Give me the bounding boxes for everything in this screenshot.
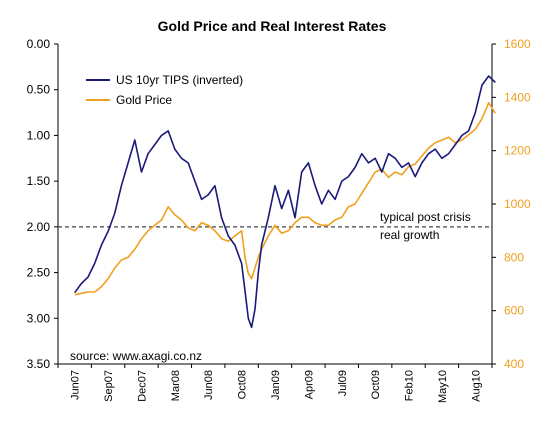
source-annotation: source: www.axagi.co.nz	[70, 349, 202, 363]
legend-label: US 10yr TIPS (inverted)	[116, 73, 243, 87]
x-tick-label: Aug10	[470, 370, 482, 402]
right-tick-label: 400	[504, 357, 524, 371]
right-tick-label: 800	[504, 250, 524, 264]
x-tick-label: Jun08	[203, 370, 215, 400]
x-tick-label: Feb10	[404, 370, 416, 401]
left-tick-label: 0.50	[27, 83, 51, 97]
left-tick-label: 2.00	[27, 220, 51, 234]
legend-label: Gold Price	[116, 93, 172, 107]
gold-series-line	[74, 101, 496, 296]
x-tick-label: May10	[437, 370, 449, 403]
x-tick-label: Sep07	[103, 370, 115, 402]
reference-label: typical post crisis	[380, 210, 471, 224]
left-axis: 0.00 0.50 1.00 1.50 2.00 2.50 3.00 3.50	[27, 37, 58, 371]
series-lines	[74, 75, 496, 329]
reference-line: typical post crisis real growth	[58, 210, 492, 242]
x-axis: Jun07 Sep07 Dec07 Mar08 Jun08 Oct08 Jan09 Apr09…	[57, 364, 493, 403]
x-tick-label: Jul09	[337, 370, 349, 396]
x-tick-label: Jan09	[270, 370, 282, 400]
left-tick-label: 0.00	[27, 37, 51, 51]
reference-label: real growth	[380, 228, 439, 242]
left-tick-label: 3.50	[27, 357, 51, 371]
left-tick-label: 1.00	[27, 128, 51, 142]
left-tick-label: 1.50	[27, 174, 51, 188]
legend: US 10yr TIPS (inverted) Gold Price	[86, 73, 243, 107]
x-tick-label: Mar08	[170, 370, 182, 401]
tips-series-line	[74, 75, 496, 329]
x-tick-label: Oct08	[237, 370, 249, 399]
right-tick-label: 1000	[504, 197, 531, 211]
chart-title: Gold Price and Real Interest Rates	[158, 18, 387, 34]
right-tick-label: 1400	[504, 90, 531, 104]
x-tick-label: Oct09	[370, 370, 382, 399]
x-tick-label: Jun07	[70, 370, 82, 400]
right-axis: 1600 1400 1200 1000 800 600 400	[492, 37, 531, 371]
right-tick-label: 1600	[504, 37, 531, 51]
plot-frame	[57, 44, 493, 365]
left-tick-label: 2.50	[27, 266, 51, 280]
x-tick-label: Apr09	[303, 370, 315, 399]
right-tick-label: 600	[504, 304, 524, 318]
x-tick-label: Dec07	[136, 370, 148, 402]
right-tick-label: 1200	[504, 144, 531, 158]
left-tick-label: 3.00	[27, 311, 51, 325]
